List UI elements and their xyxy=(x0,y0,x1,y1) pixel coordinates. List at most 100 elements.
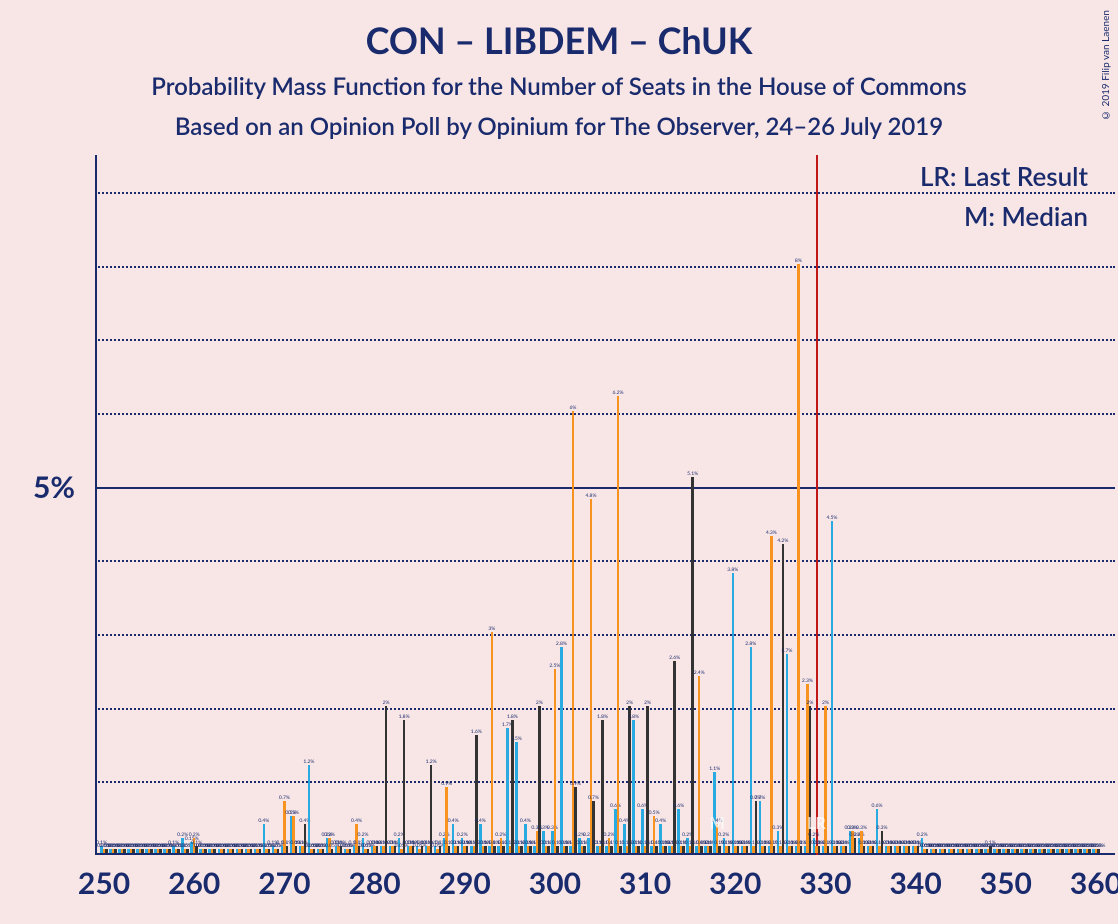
bar-dark xyxy=(114,849,117,853)
bar-dark xyxy=(403,720,406,853)
bar-dark xyxy=(565,846,568,853)
bar-value-label: 2% xyxy=(822,700,829,706)
bar-value-label: 2.4% xyxy=(694,670,705,676)
bar-dark xyxy=(259,849,262,853)
bar-value-label: 2% xyxy=(536,700,543,706)
y-axis-label: 5% xyxy=(33,469,75,505)
bar-value-label: 2% xyxy=(383,700,390,706)
bar-dark xyxy=(177,849,180,853)
bar-dark xyxy=(700,846,703,853)
x-tick-label: 280 xyxy=(348,865,400,901)
bar-dark xyxy=(322,849,325,853)
bar-dark xyxy=(123,849,126,853)
bar-dark xyxy=(1007,849,1010,853)
bar-dark xyxy=(583,846,586,853)
bar-value-label: 0.2% xyxy=(917,832,928,838)
bar-dark xyxy=(845,846,848,853)
bar-dark xyxy=(466,846,469,853)
bar-value-label: 0.2% xyxy=(324,832,335,838)
bar-blue xyxy=(750,647,753,853)
bar-dark xyxy=(286,846,289,853)
bar-value-label: 6% xyxy=(569,405,576,411)
bar-value-label: 0.4% xyxy=(520,818,531,824)
bar-orange xyxy=(770,536,773,853)
bar-blue xyxy=(308,765,311,853)
bar-dark xyxy=(448,846,451,853)
bar-value-label: 4.8% xyxy=(585,493,596,499)
x-tick-label: 340 xyxy=(890,865,942,901)
chart-container: CON – LIBDEM – ChUK Probability Mass Fun… xyxy=(0,0,1118,924)
bar-dark xyxy=(800,846,803,853)
x-tick-label: 300 xyxy=(529,865,581,901)
median-marker: M xyxy=(710,814,725,833)
bar-dark xyxy=(232,849,235,853)
bar-dark xyxy=(1070,849,1073,853)
bar-dark xyxy=(141,849,144,853)
bar-dark xyxy=(791,846,794,853)
bar-value-label: 6.2% xyxy=(613,390,624,396)
bar-dark xyxy=(628,706,631,853)
bar-dark xyxy=(213,849,216,853)
bar-value-label: 0.4% xyxy=(258,818,269,824)
bar-dark xyxy=(376,846,379,853)
bar-value-label: 2% xyxy=(626,700,633,706)
bar-dark xyxy=(1034,849,1037,853)
bar-dark xyxy=(367,849,370,853)
bar-dark xyxy=(746,846,749,853)
chart-subtitle-1: Probability Mass Function for the Number… xyxy=(0,72,1118,101)
chart-subtitle-2: Based on an Opinion Poll by Opinium for … xyxy=(0,112,1118,141)
bar-dark xyxy=(268,849,271,853)
bar-blue xyxy=(732,573,735,853)
bar-dark xyxy=(827,846,830,853)
bar-dark xyxy=(971,849,974,853)
bar-value-label: 0.7% xyxy=(754,795,765,801)
bar-value-label: 0.5% xyxy=(288,810,299,816)
x-tick-label: 310 xyxy=(619,865,671,901)
bar-dark xyxy=(691,477,694,853)
bar-dark xyxy=(529,846,532,853)
bar-dark xyxy=(105,849,108,853)
bar-dark xyxy=(277,849,280,853)
bar-blue xyxy=(515,742,518,853)
gridline xyxy=(95,487,1115,489)
bar-value-label: 5.1% xyxy=(687,471,698,477)
bar-dark xyxy=(718,846,721,853)
bar-dark xyxy=(1061,849,1064,853)
bar-value-label: 0.6% xyxy=(673,803,684,809)
bar-dark xyxy=(385,706,388,853)
x-tick-label: 250 xyxy=(78,865,130,901)
bar-dark xyxy=(484,846,487,853)
bar-dark xyxy=(682,846,685,853)
bar-dark xyxy=(421,846,424,853)
bar-dark xyxy=(1043,849,1046,853)
bar-dark xyxy=(204,849,207,853)
bar-value-label: 0.2% xyxy=(358,832,369,838)
bar-value-label: 2.7% xyxy=(781,648,792,654)
bar-value-label: 2.5% xyxy=(549,663,560,669)
gridline xyxy=(95,781,1115,783)
bar-dark xyxy=(168,849,171,853)
bar-value-label: 1.2% xyxy=(303,759,314,765)
bar-dark xyxy=(475,735,478,853)
x-axis xyxy=(95,853,1115,855)
bar-dark xyxy=(926,849,929,853)
bar-value-label: 4.3% xyxy=(766,530,777,536)
bar-dark xyxy=(457,846,460,853)
bar-dark xyxy=(863,846,866,853)
x-tick-label: 260 xyxy=(168,865,220,901)
gridline xyxy=(95,339,1115,341)
bar-value-label: 0.5% xyxy=(649,810,660,816)
bar-value-label: 0.2% xyxy=(854,832,865,838)
bar-dark xyxy=(223,849,226,853)
plot-area: 5%2502602702802903003103203303403503600.… xyxy=(95,155,1105,855)
bar-value-label: 0.4% xyxy=(448,818,459,824)
bar-blue xyxy=(632,720,635,853)
bar-dark xyxy=(313,849,316,853)
bar-dark xyxy=(1016,849,1019,853)
bar-value-label: 0.3% xyxy=(877,825,888,831)
y-axis xyxy=(95,155,97,855)
bar-value-label: 1.1% xyxy=(709,766,720,772)
bar-dark xyxy=(908,846,911,853)
bar-value-label: 0.2% xyxy=(439,832,450,838)
bar-dark xyxy=(764,846,767,853)
